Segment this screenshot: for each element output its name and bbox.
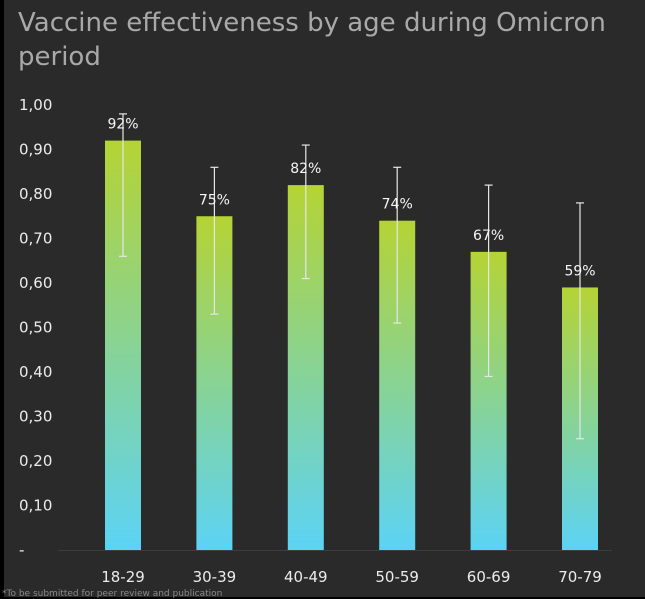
y-tick-label: 0,80: [19, 185, 52, 203]
data-labels: 92% 75% 82% 74% 67% 59%: [107, 117, 595, 280]
data-label: 82%: [290, 161, 321, 177]
y-tick-label: 0,20: [19, 452, 52, 470]
x-tick-label: 70-79: [558, 568, 602, 586]
error-bars: [119, 113, 584, 440]
y-tick-label: 0,40: [19, 363, 52, 381]
x-axis-ticks: 18-29 30-39 40-49 50-59 60-69 70-79: [58, 550, 612, 586]
y-tick-label: 0,30: [19, 408, 52, 426]
y-tick-label: 1,00: [19, 96, 52, 114]
x-tick-label: 30-39: [193, 568, 237, 586]
y-tick-label: 0,60: [19, 274, 52, 292]
x-tick-label: 50-59: [375, 568, 419, 586]
y-tick-label: 0,70: [19, 230, 52, 248]
footnote: *To be submitted for peer review and pub…: [2, 589, 223, 599]
chart-title: Vaccine effectiveness by age during Omic…: [18, 8, 606, 72]
y-tick-label: 0,90: [19, 141, 52, 159]
data-label: 92%: [107, 117, 138, 133]
data-label: 67%: [473, 228, 504, 244]
y-tick-label: -: [19, 541, 24, 559]
data-label: 59%: [564, 263, 595, 279]
x-tick-label: 40-49: [284, 568, 328, 586]
y-tick-label: 0,10: [19, 497, 52, 515]
data-label: 74%: [382, 197, 413, 213]
x-tick-label: 18-29: [101, 568, 145, 586]
data-label: 75%: [199, 192, 230, 208]
y-tick-label: 0,50: [19, 319, 52, 337]
bars: [105, 140, 598, 550]
x-tick-label: 60-69: [467, 568, 511, 586]
y-axis-ticks: - 0,10 0,20 0,30 0,40 0,50 0,60 0,70 0,80 0,90 1,0…: [19, 96, 52, 559]
